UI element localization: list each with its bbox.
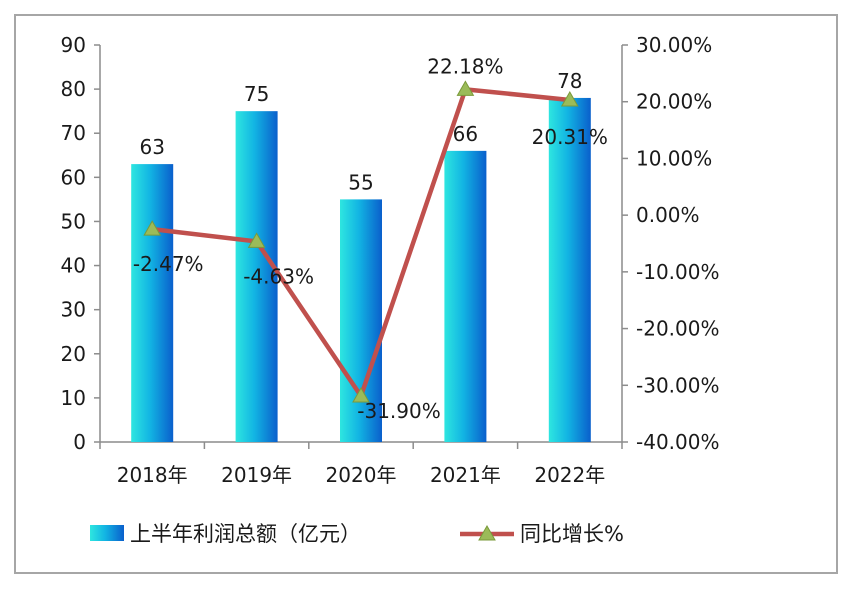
legend-swatch-bar xyxy=(90,525,124,541)
bar-value-label: 63 xyxy=(139,135,164,159)
line-marker xyxy=(456,80,475,96)
bar-value-label: 78 xyxy=(557,69,582,93)
x-tick-label: 2018年 xyxy=(117,463,188,487)
left-tick-label: 90 xyxy=(61,33,86,57)
left-tick-label: 0 xyxy=(73,430,86,454)
left-tick-label: 30 xyxy=(61,298,86,322)
data-labels: 63 75 55 66 78 -2.47% -4.63% -31.90% 22.18% 20.31… xyxy=(133,54,608,423)
right-tick-label: 10.00% xyxy=(636,146,712,170)
bar-value-label: 66 xyxy=(453,122,478,146)
bar xyxy=(235,111,278,443)
line-marker xyxy=(247,232,266,248)
right-tick-label: 20.00% xyxy=(636,90,712,114)
legend-label-line: 同比增长% xyxy=(520,522,624,546)
line-value-label: 20.31% xyxy=(532,125,608,149)
left-tick-label: 10 xyxy=(61,386,86,410)
right-tick-label: -30.00% xyxy=(636,373,719,397)
legend-label-bar: 上半年利润总额（亿元） xyxy=(130,522,361,546)
x-tick-label: 2020年 xyxy=(326,463,397,487)
axes: 0 10 20 30 40 50 60 70 80 90 -40.00% -30.00% -20.00%… xyxy=(61,33,720,487)
bar-value-label: 55 xyxy=(348,170,373,194)
bar xyxy=(131,164,174,442)
right-tick-label: -10.00% xyxy=(636,260,719,284)
x-tick-label: 2019年 xyxy=(221,463,292,487)
bar xyxy=(548,97,591,442)
line-marker xyxy=(560,90,579,107)
line-marker xyxy=(143,220,162,236)
legend: 上半年利润总额（亿元） 同比增长% xyxy=(90,522,624,546)
legend-swatch-marker xyxy=(478,524,496,541)
bar-value-label: 75 xyxy=(244,82,269,106)
left-tick-label: 40 xyxy=(61,254,86,278)
right-tick-label: -20.00% xyxy=(636,317,719,341)
left-tick-label: 70 xyxy=(61,121,86,145)
line-value-label: -31.90% xyxy=(357,399,440,423)
bar xyxy=(444,150,487,442)
line-value-label: -4.63% xyxy=(243,264,314,288)
left-tick-label: 50 xyxy=(61,209,86,233)
bar-series xyxy=(131,97,591,443)
line-value-label: -2.47% xyxy=(133,252,204,276)
line-marker xyxy=(352,387,370,403)
right-tick-label: 30.00% xyxy=(636,33,712,57)
line-series xyxy=(143,80,579,403)
x-tick-label: 2021年 xyxy=(430,463,501,487)
line-value-label: 22.18% xyxy=(427,54,503,78)
left-tick-label: 20 xyxy=(61,342,86,366)
right-tick-label: 0.00% xyxy=(636,203,700,227)
left-tick-label: 60 xyxy=(61,165,86,189)
left-tick-label: 80 xyxy=(61,77,86,101)
x-tick-label: 2022年 xyxy=(534,463,605,487)
right-tick-label: -40.00% xyxy=(636,430,719,454)
